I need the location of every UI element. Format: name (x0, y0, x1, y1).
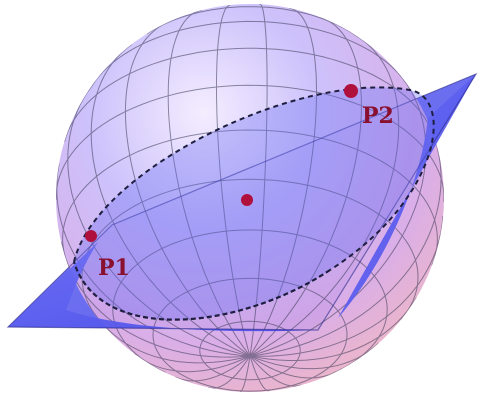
label-p1: P1 (98, 255, 130, 281)
point-p2 (344, 84, 358, 98)
grid-line (207, 355, 251, 389)
grid-line (249, 4, 268, 356)
grid-line (249, 16, 362, 357)
label-p2: P2 (362, 103, 394, 129)
grid-line (199, 320, 301, 381)
grid-line (249, 34, 400, 357)
grid-line (124, 22, 251, 357)
grid-line (56, 84, 444, 203)
grid-line (249, 355, 302, 387)
grid-line (152, 277, 348, 392)
grid-line (64, 47, 436, 143)
grid-line (90, 43, 251, 357)
grid-line (91, 20, 407, 86)
cutting-plane-front (6, 72, 478, 332)
grid-line (249, 297, 417, 361)
grid-line (249, 355, 339, 379)
grid-line (146, 6, 356, 36)
grid-line (249, 71, 427, 357)
point-center (241, 194, 253, 206)
point-p1 (85, 230, 97, 242)
grid-line (56, 163, 251, 357)
intersection-circle (72, 86, 435, 321)
grid-line (175, 355, 251, 382)
grid-line (62, 129, 438, 266)
grid-line (249, 216, 444, 357)
grid-line (134, 353, 251, 373)
grid-line (92, 311, 251, 364)
